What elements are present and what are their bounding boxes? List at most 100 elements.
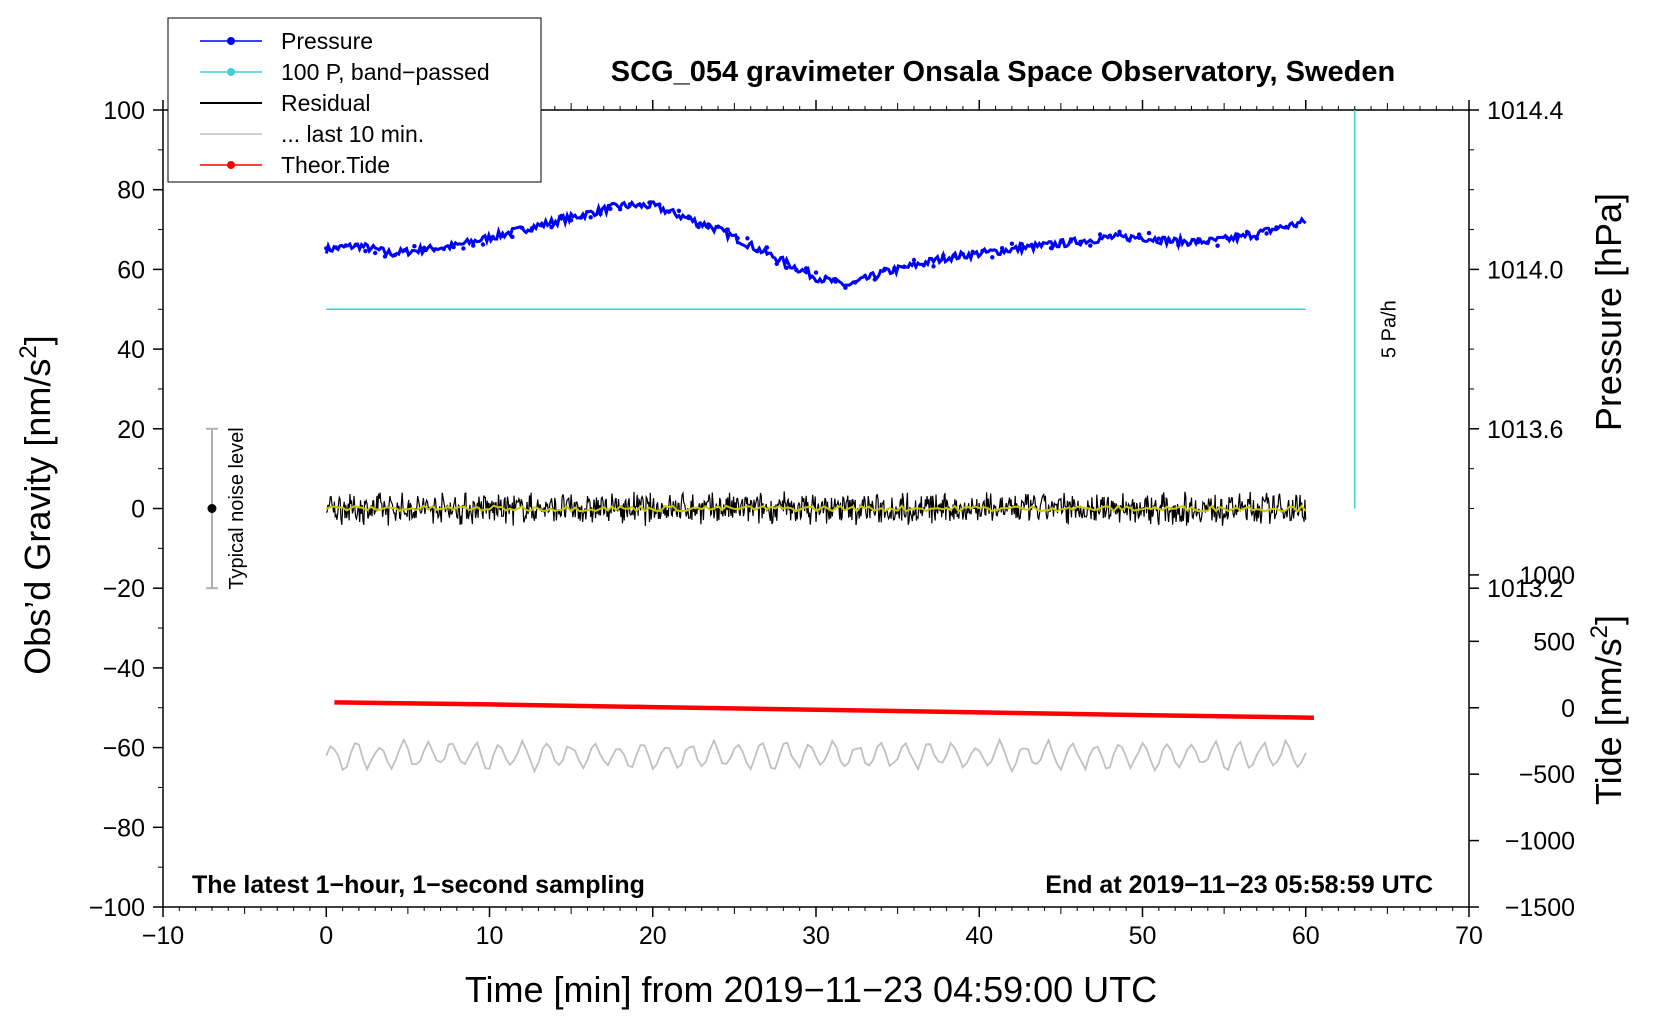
x-tick-label: 40 bbox=[965, 922, 993, 950]
y-tick-label: −20 bbox=[103, 575, 145, 603]
pressure-point bbox=[833, 279, 838, 284]
y-axis-label-tide: Tide [nm/s2] bbox=[1586, 615, 1629, 805]
pressure-point bbox=[1284, 225, 1289, 230]
pressure-point bbox=[353, 242, 358, 248]
pressure-point bbox=[451, 244, 456, 250]
pressure-point bbox=[755, 249, 760, 254]
pressure-tick-label: 1014.0 bbox=[1487, 256, 1563, 284]
pressure-point bbox=[402, 248, 407, 253]
pressure-point bbox=[931, 264, 936, 269]
pressure-point bbox=[363, 248, 368, 254]
x-axis-label: Time [min] from 2019−11−23 04:59:00 UTC bbox=[465, 969, 1157, 1010]
series-last-10-min bbox=[325, 737, 1307, 774]
pressure-point bbox=[1097, 232, 1103, 237]
pressure-point bbox=[647, 200, 652, 205]
pressure-point bbox=[1068, 239, 1073, 244]
legend-box bbox=[167, 17, 542, 183]
legend-label: ... last 10 min. bbox=[281, 121, 424, 147]
pressure-point bbox=[559, 213, 564, 219]
pressure-point bbox=[1195, 239, 1201, 245]
pressure-point bbox=[627, 202, 633, 207]
pressure-point bbox=[902, 264, 907, 269]
pressure-point bbox=[921, 263, 926, 268]
pressure-point bbox=[990, 255, 995, 260]
pressure-point bbox=[715, 224, 721, 229]
pressure-point bbox=[1137, 232, 1142, 237]
rate-bar-label: 5 Pa/h bbox=[1379, 300, 1401, 358]
legend-marker bbox=[227, 37, 235, 45]
pressure-point bbox=[843, 285, 848, 290]
pressure-point bbox=[441, 246, 446, 252]
pressure-point bbox=[676, 208, 682, 213]
pressure-point bbox=[431, 247, 437, 252]
pressure-point bbox=[373, 250, 378, 256]
pressure-point bbox=[1225, 236, 1230, 241]
y-tick-label: −60 bbox=[103, 735, 145, 763]
x-tick-label: 60 bbox=[1292, 922, 1320, 950]
pressure-point bbox=[382, 254, 388, 259]
pressure-point bbox=[999, 246, 1005, 251]
y-tick-label: 0 bbox=[131, 496, 145, 524]
pressure-point bbox=[1254, 236, 1260, 241]
x-tick-label: 70 bbox=[1455, 922, 1483, 950]
axis-layer: −10 0 10 20 30 40 50 60 70100806040200−20−40−60−… bbox=[89, 97, 1575, 950]
y-axis-label-pressure: Pressure [hPa] bbox=[1588, 193, 1629, 431]
noise-level-point bbox=[207, 504, 217, 513]
pressure-point bbox=[892, 265, 897, 271]
tide-tick-label: 0 bbox=[1561, 695, 1575, 723]
pressure-point bbox=[500, 233, 505, 238]
legend-label: 100 P, band−passed bbox=[281, 59, 490, 85]
series-layer: Typical noise level 5 Pa/h bbox=[205, 110, 1401, 774]
tide-tick-label: −1500 bbox=[1505, 894, 1575, 922]
pressure-point bbox=[480, 242, 486, 247]
legend-marker bbox=[227, 68, 235, 76]
y-tick-label: 80 bbox=[117, 177, 145, 205]
pressure-point bbox=[1088, 243, 1093, 248]
pressure-point bbox=[1274, 225, 1279, 230]
pressure-point bbox=[471, 243, 476, 248]
legend-label: Residual bbox=[281, 90, 371, 116]
legend-marker bbox=[227, 161, 235, 169]
pressure-point bbox=[392, 252, 397, 258]
tide-tick-label: 1000 bbox=[1519, 562, 1575, 590]
pressure-point bbox=[706, 222, 711, 227]
annotation-sampling: The latest 1−hour, 1−second sampling bbox=[192, 871, 645, 899]
pressure-point bbox=[980, 248, 985, 254]
pressure-point bbox=[1235, 232, 1240, 237]
pressure-point bbox=[510, 234, 515, 239]
series-theor-tide bbox=[334, 700, 1314, 720]
pressure-point bbox=[1244, 229, 1250, 235]
x-tick-label: 30 bbox=[802, 922, 830, 950]
y-tick-label: 20 bbox=[117, 416, 145, 444]
pressure-point bbox=[578, 215, 584, 220]
x-tick-label: 10 bbox=[476, 922, 504, 950]
pressure-point bbox=[1029, 242, 1034, 248]
pressure-point bbox=[1215, 243, 1220, 248]
pressure-point bbox=[324, 246, 329, 251]
pressure-point bbox=[461, 246, 466, 251]
pressure-point bbox=[519, 225, 525, 231]
pressure-point bbox=[1039, 242, 1044, 248]
x-tick-label: −10 bbox=[142, 922, 184, 950]
pressure-point bbox=[696, 224, 701, 230]
y-tick-label: 40 bbox=[117, 336, 145, 364]
pressure-point bbox=[764, 245, 770, 250]
pressure-point bbox=[666, 209, 672, 214]
series-pressure bbox=[324, 199, 1307, 287]
pressure-point bbox=[637, 202, 642, 207]
legend-label: Theor.Tide bbox=[281, 152, 390, 178]
legend: Pressure 100 P, band−passed Residual ... la… bbox=[167, 17, 542, 183]
pressure-point bbox=[1166, 237, 1171, 242]
pressure-point bbox=[725, 227, 730, 232]
pressure-point bbox=[745, 236, 750, 241]
noise-level-label: Typical noise level bbox=[226, 427, 248, 589]
y-tick-label: −40 bbox=[103, 655, 145, 683]
pressure-point bbox=[490, 234, 495, 240]
pressure-point bbox=[1264, 231, 1269, 236]
pressure-point bbox=[608, 206, 613, 211]
pressure-point bbox=[333, 245, 339, 250]
y-tick-label: −100 bbox=[89, 894, 145, 922]
pressure-point bbox=[1117, 229, 1122, 234]
pressure-point bbox=[412, 244, 417, 249]
chart-title: SCG_054 gravimeter Onsala Space Observat… bbox=[611, 56, 1395, 88]
